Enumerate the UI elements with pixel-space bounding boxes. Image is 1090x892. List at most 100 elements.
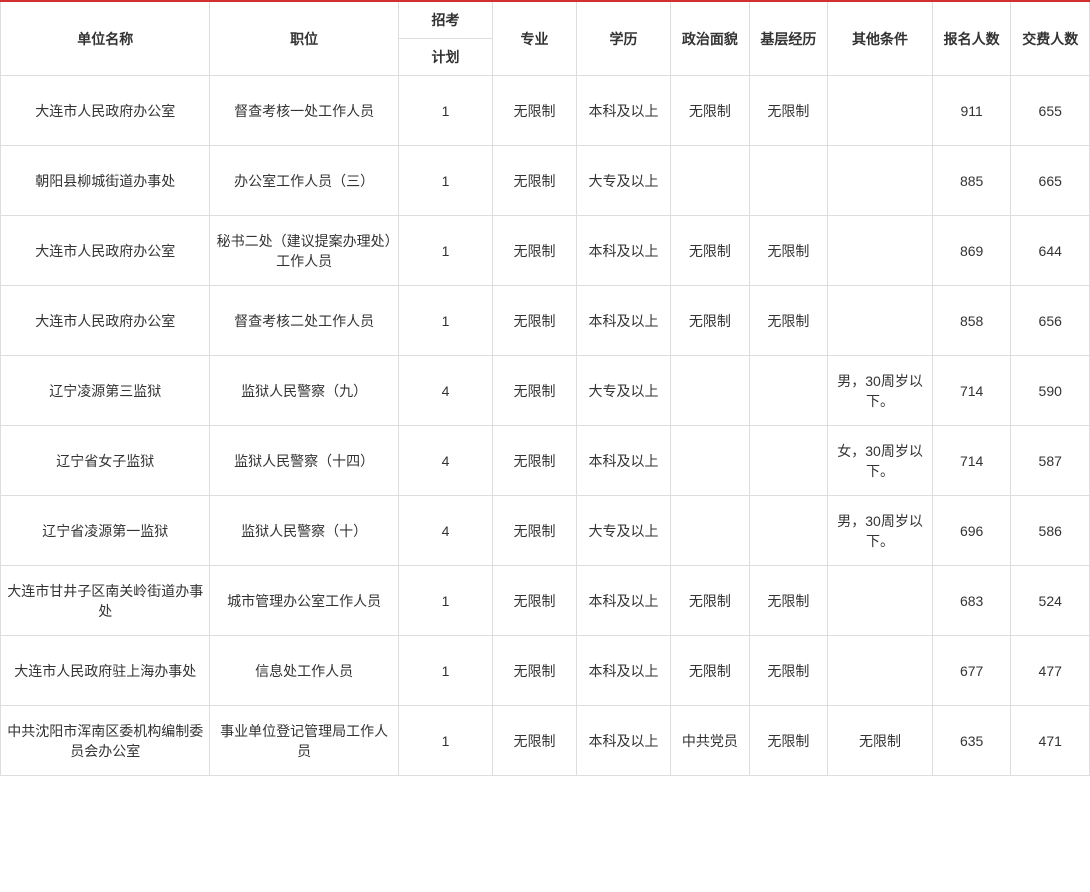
cell-position: 办公室工作人员（三） <box>210 146 398 216</box>
header-experience: 基层经历 <box>749 1 828 76</box>
header-plan: 计划 <box>398 39 492 76</box>
header-paid: 交费人数 <box>1011 1 1090 76</box>
header-recruit: 招考 <box>398 1 492 39</box>
cell-major: 无限制 <box>493 216 577 286</box>
cell-unit: 大连市人民政府办公室 <box>1 76 210 146</box>
cell-education: 本科及以上 <box>576 286 670 356</box>
cell-applicants: 696 <box>932 496 1011 566</box>
cell-experience: 无限制 <box>749 706 828 776</box>
cell-position: 事业单位登记管理局工作人员 <box>210 706 398 776</box>
cell-other: 无限制 <box>828 706 933 776</box>
cell-plan: 1 <box>398 566 492 636</box>
cell-plan: 1 <box>398 76 492 146</box>
cell-political: 无限制 <box>671 566 750 636</box>
cell-position: 信息处工作人员 <box>210 636 398 706</box>
cell-applicants: 869 <box>932 216 1011 286</box>
cell-major: 无限制 <box>493 566 577 636</box>
table-header: 单位名称 职位 招考 专业 学历 政治面貌 基层经历 其他条件 报名人数 交费人… <box>1 1 1090 76</box>
cell-applicants: 714 <box>932 356 1011 426</box>
cell-education: 大专及以上 <box>576 146 670 216</box>
cell-paid: 590 <box>1011 356 1090 426</box>
cell-major: 无限制 <box>493 286 577 356</box>
cell-experience <box>749 356 828 426</box>
cell-experience: 无限制 <box>749 216 828 286</box>
cell-experience <box>749 496 828 566</box>
cell-applicants: 683 <box>932 566 1011 636</box>
cell-experience <box>749 426 828 496</box>
cell-paid: 524 <box>1011 566 1090 636</box>
cell-major: 无限制 <box>493 706 577 776</box>
cell-political: 无限制 <box>671 636 750 706</box>
cell-position: 监狱人民警察（九） <box>210 356 398 426</box>
table-row: 辽宁凌源第三监狱监狱人民警察（九）4无限制大专及以上男，30周岁以下。71459… <box>1 356 1090 426</box>
cell-other <box>828 216 933 286</box>
cell-experience: 无限制 <box>749 286 828 356</box>
cell-political <box>671 356 750 426</box>
cell-position: 城市管理办公室工作人员 <box>210 566 398 636</box>
cell-position: 督查考核二处工作人员 <box>210 286 398 356</box>
cell-paid: 587 <box>1011 426 1090 496</box>
cell-experience <box>749 146 828 216</box>
cell-unit: 大连市人民政府驻上海办事处 <box>1 636 210 706</box>
cell-applicants: 858 <box>932 286 1011 356</box>
cell-plan: 1 <box>398 286 492 356</box>
cell-position: 监狱人民警察（十四） <box>210 426 398 496</box>
cell-applicants: 635 <box>932 706 1011 776</box>
cell-other <box>828 636 933 706</box>
cell-applicants: 677 <box>932 636 1011 706</box>
cell-experience: 无限制 <box>749 566 828 636</box>
cell-education: 本科及以上 <box>576 76 670 146</box>
table-row: 辽宁省女子监狱监狱人民警察（十四）4无限制本科及以上女，30周岁以下。71458… <box>1 426 1090 496</box>
cell-position: 监狱人民警察（十） <box>210 496 398 566</box>
cell-education: 本科及以上 <box>576 216 670 286</box>
cell-unit: 大连市甘井子区南关岭街道办事处 <box>1 566 210 636</box>
cell-paid: 644 <box>1011 216 1090 286</box>
cell-applicants: 885 <box>932 146 1011 216</box>
cell-education: 本科及以上 <box>576 706 670 776</box>
cell-political: 无限制 <box>671 76 750 146</box>
cell-political: 无限制 <box>671 286 750 356</box>
cell-other: 女，30周岁以下。 <box>828 426 933 496</box>
table-row: 朝阳县柳城街道办事处办公室工作人员（三）1无限制大专及以上885665 <box>1 146 1090 216</box>
cell-major: 无限制 <box>493 146 577 216</box>
cell-paid: 656 <box>1011 286 1090 356</box>
cell-political: 中共党员 <box>671 706 750 776</box>
header-position: 职位 <box>210 1 398 76</box>
cell-paid: 586 <box>1011 496 1090 566</box>
table-row: 大连市甘井子区南关岭街道办事处城市管理办公室工作人员1无限制本科及以上无限制无限… <box>1 566 1090 636</box>
cell-unit: 大连市人民政府办公室 <box>1 216 210 286</box>
table-row: 大连市人民政府办公室督查考核二处工作人员1无限制本科及以上无限制无限制85865… <box>1 286 1090 356</box>
cell-paid: 471 <box>1011 706 1090 776</box>
cell-political <box>671 496 750 566</box>
cell-applicants: 714 <box>932 426 1011 496</box>
cell-unit: 朝阳县柳城街道办事处 <box>1 146 210 216</box>
table-row: 中共沈阳市浑南区委机构编制委员会办公室事业单位登记管理局工作人员1无限制本科及以… <box>1 706 1090 776</box>
table-row: 大连市人民政府办公室督查考核一处工作人员1无限制本科及以上无限制无限制91165… <box>1 76 1090 146</box>
cell-other: 男，30周岁以下。 <box>828 496 933 566</box>
cell-plan: 4 <box>398 496 492 566</box>
cell-political: 无限制 <box>671 216 750 286</box>
cell-paid: 655 <box>1011 76 1090 146</box>
cell-other <box>828 76 933 146</box>
cell-education: 本科及以上 <box>576 566 670 636</box>
cell-unit: 中共沈阳市浑南区委机构编制委员会办公室 <box>1 706 210 776</box>
cell-major: 无限制 <box>493 496 577 566</box>
cell-plan: 4 <box>398 356 492 426</box>
header-education: 学历 <box>576 1 670 76</box>
cell-political <box>671 146 750 216</box>
cell-plan: 1 <box>398 216 492 286</box>
header-major: 专业 <box>493 1 577 76</box>
cell-paid: 477 <box>1011 636 1090 706</box>
table-row: 大连市人民政府办公室秘书二处（建议提案办理处）工作人员1无限制本科及以上无限制无… <box>1 216 1090 286</box>
cell-plan: 1 <box>398 706 492 776</box>
cell-other: 男，30周岁以下。 <box>828 356 933 426</box>
cell-education: 本科及以上 <box>576 636 670 706</box>
cell-education: 本科及以上 <box>576 426 670 496</box>
cell-major: 无限制 <box>493 76 577 146</box>
cell-plan: 1 <box>398 636 492 706</box>
cell-unit: 辽宁凌源第三监狱 <box>1 356 210 426</box>
recruitment-table: 单位名称 职位 招考 专业 学历 政治面貌 基层经历 其他条件 报名人数 交费人… <box>0 0 1090 776</box>
table-body: 大连市人民政府办公室督查考核一处工作人员1无限制本科及以上无限制无限制91165… <box>1 76 1090 776</box>
cell-paid: 665 <box>1011 146 1090 216</box>
header-political: 政治面貌 <box>671 1 750 76</box>
